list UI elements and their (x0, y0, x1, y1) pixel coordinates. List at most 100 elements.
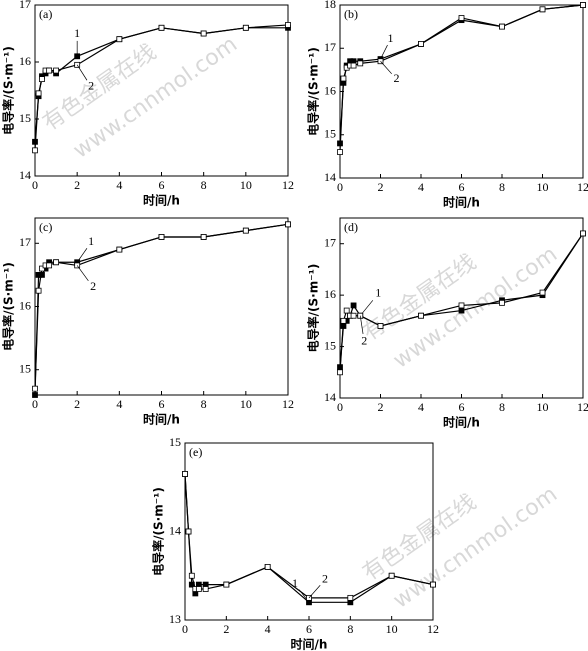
x-tick-label: 0 (32, 397, 38, 411)
data-point (200, 234, 207, 240)
y-tick-label: 17 (324, 235, 336, 249)
x-tick-label: 4 (116, 397, 122, 411)
x-tick-label: 4 (418, 180, 424, 194)
data-point (32, 385, 38, 392)
data-point (347, 594, 354, 601)
x-axis-label: 时间/h (443, 415, 480, 430)
series-line (184, 473, 434, 599)
x-tick-label: 8 (201, 397, 207, 411)
x-axis-label: 时间/h (143, 412, 180, 427)
data-point (418, 312, 424, 319)
data-point (357, 60, 364, 67)
x-axis-label: 时间/h (291, 637, 328, 651)
y-tick-label: 14 (19, 168, 31, 182)
x-tick-label: 4 (418, 400, 424, 414)
x-tick-label: 0 (182, 622, 188, 636)
x-tick-label: 10 (537, 180, 549, 194)
data-point (337, 369, 343, 376)
series-label: 2 (322, 572, 328, 586)
data-point (185, 528, 192, 535)
data-point (158, 24, 165, 31)
x-tick-label: 12 (282, 178, 294, 192)
series-line (339, 4, 584, 153)
series-line (184, 473, 434, 603)
y-tick-label: 14 (324, 390, 336, 404)
y-tick-label: 14 (169, 523, 181, 537)
y-tick-label: 15 (324, 127, 336, 141)
data-point (285, 221, 291, 228)
y-axis-label: 电导率/(S·m⁻¹) (306, 264, 321, 353)
label-leader (380, 60, 392, 75)
data-point (458, 302, 465, 309)
data-point (499, 299, 505, 306)
y-tick-label: 16 (324, 83, 336, 97)
x-tick-label: 2 (74, 397, 80, 411)
x-tick-label: 10 (386, 622, 398, 636)
data-point (188, 572, 195, 579)
x-tick-label: 6 (159, 397, 165, 411)
y-tick-label: 18 (324, 0, 336, 11)
data-point (340, 317, 347, 324)
series-label: 2 (394, 71, 400, 85)
data-point (242, 227, 249, 234)
series-label: 2 (361, 333, 367, 347)
panel-label: (a) (39, 7, 52, 21)
x-tick-label: 8 (201, 178, 207, 192)
data-point (32, 147, 38, 154)
series-label: 2 (88, 79, 94, 93)
x-tick-label: 12 (577, 400, 588, 414)
series-label: 1 (388, 31, 394, 45)
x-tick-label: 10 (240, 397, 252, 411)
data-point (430, 581, 436, 588)
y-tick-label: 17 (19, 0, 31, 11)
data-point (53, 259, 59, 266)
y-axis-label: 电导率/(S·m⁻¹) (1, 262, 16, 351)
x-tick-label: 10 (537, 400, 549, 414)
x-tick-label: 2 (223, 622, 229, 636)
y-tick-label: 15 (19, 361, 31, 375)
data-point (242, 24, 249, 31)
x-tick-label: 4 (116, 178, 122, 192)
data-point (39, 265, 45, 272)
data-point (499, 23, 505, 30)
data-point (35, 287, 42, 294)
y-tick-label: 16 (19, 298, 31, 312)
series-line (34, 223, 289, 389)
y-axis-label: 电导率/(S·m⁻¹) (151, 487, 166, 576)
label-leader (380, 44, 388, 60)
data-point (418, 41, 424, 47)
series-label: 1 (292, 576, 298, 590)
data-point (202, 586, 209, 592)
data-point (32, 392, 38, 398)
data-point (350, 62, 357, 69)
data-point (337, 149, 343, 155)
x-tick-label: 12 (577, 180, 588, 194)
data-point (458, 15, 465, 21)
x-axis-label: 时间/h (443, 195, 480, 210)
x-tick-label: 10 (240, 178, 252, 192)
data-point (539, 289, 546, 296)
y-tick-label: 16 (19, 54, 31, 68)
series-line (339, 4, 584, 144)
data-point (182, 471, 188, 477)
data-point (285, 22, 291, 28)
label-leader (76, 64, 88, 81)
data-point (458, 307, 465, 314)
x-tick-label: 6 (459, 400, 465, 414)
x-tick-label: 4 (265, 622, 271, 636)
y-tick-label: 14 (324, 170, 336, 184)
label-leader (359, 315, 364, 334)
series-line (34, 223, 289, 396)
data-point (39, 76, 45, 82)
y-tick-label: 15 (324, 338, 336, 352)
plot-frame (339, 4, 584, 179)
data-point (116, 36, 123, 43)
x-tick-label: 6 (459, 180, 465, 194)
y-tick-label: 17 (19, 235, 31, 249)
data-point (35, 90, 42, 97)
series-label: 1 (74, 26, 80, 40)
data-point (580, 230, 586, 237)
x-tick-label: 0 (337, 180, 343, 194)
y-tick-label: 13 (169, 612, 181, 626)
